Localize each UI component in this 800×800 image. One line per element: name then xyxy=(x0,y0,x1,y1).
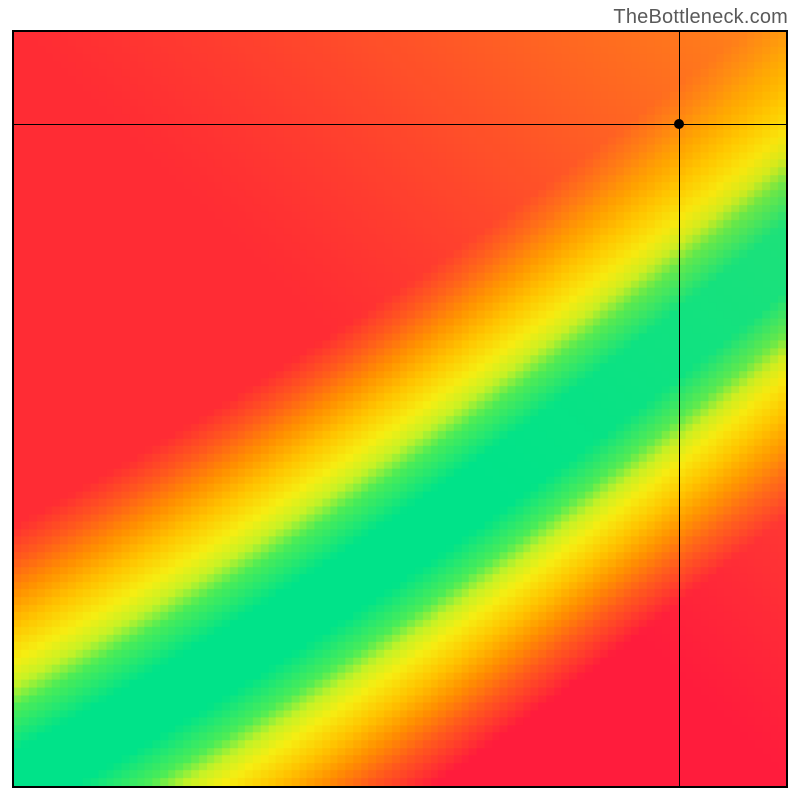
heatmap-canvas xyxy=(14,32,786,786)
watermark-text: TheBottleneck.com xyxy=(613,6,788,29)
crosshair-vertical xyxy=(679,32,680,786)
crosshair-marker-dot xyxy=(674,119,684,129)
heatmap-chart xyxy=(12,30,788,788)
crosshair-horizontal xyxy=(14,124,786,125)
